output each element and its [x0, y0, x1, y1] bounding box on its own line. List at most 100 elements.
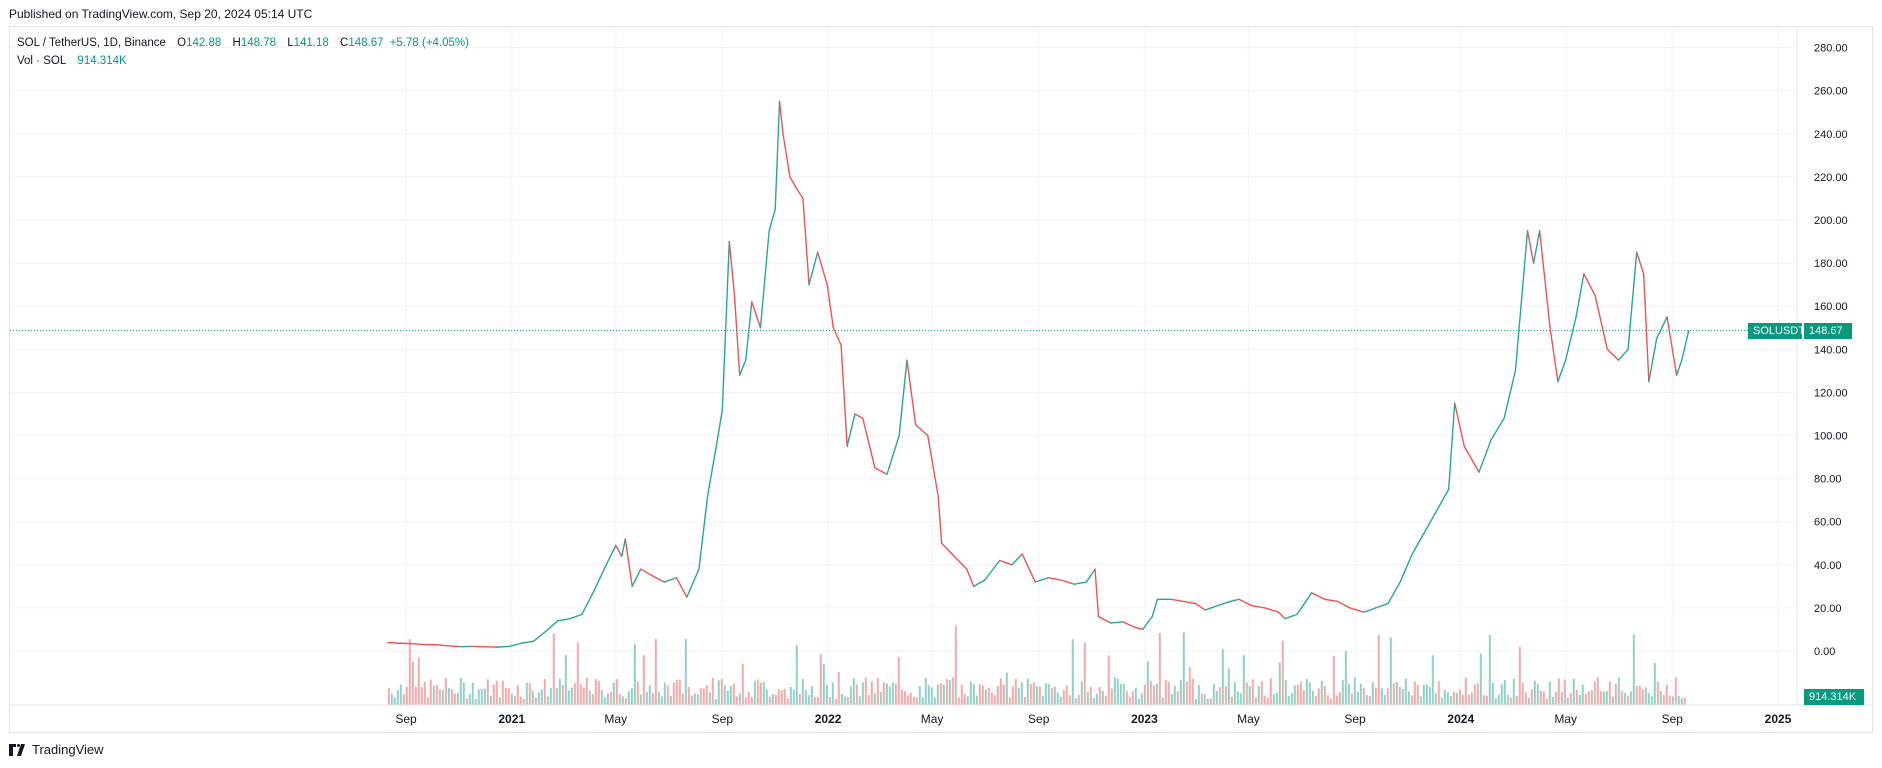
- volume-bar: [507, 688, 510, 705]
- volume-bar: [1458, 689, 1461, 705]
- price-segment: [1411, 531, 1426, 555]
- volume-bar: [1353, 677, 1356, 705]
- price-segment: [556, 617, 571, 622]
- volume-bar: [513, 695, 516, 705]
- y-tick-label: 20.00: [1814, 603, 1842, 615]
- volume-bar: [438, 689, 441, 705]
- volume-bar: [897, 657, 900, 705]
- y-tick-label: 200.00: [1814, 215, 1848, 227]
- price-segment: [898, 359, 908, 437]
- volume-bar: [528, 683, 531, 705]
- volume-bar: [1110, 688, 1113, 705]
- volume-bar: [1158, 633, 1161, 705]
- volume-bar: [1146, 661, 1149, 705]
- volume-bar: [843, 696, 846, 705]
- volume-bar: [1116, 678, 1119, 705]
- brand-name[interactable]: TradingView: [32, 742, 104, 757]
- price-segment: [721, 240, 730, 411]
- volume-bar: [1269, 678, 1272, 705]
- volume-bar: [810, 686, 813, 705]
- volume-bar: [1029, 684, 1032, 705]
- price-segment: [1324, 598, 1339, 603]
- volume-bar: [1515, 695, 1518, 705]
- volume-bar: [804, 689, 807, 705]
- volume-bar: [1137, 698, 1140, 705]
- time-axis[interactable]: Sep 2021 May Sep 2022 May Sep 2023 May Sep 2024 May…: [395, 712, 1791, 726]
- volume-bar: [1194, 698, 1197, 705]
- tradingview-logo-icon[interactable]: [9, 743, 27, 756]
- price-segment: [906, 359, 917, 426]
- volume-bar: [402, 693, 405, 705]
- volume-bar: [1263, 695, 1266, 705]
- volume-bar: [969, 681, 972, 705]
- volume-bar: [1557, 678, 1560, 705]
- volume-bar: [408, 639, 411, 705]
- price-segment: [1557, 359, 1567, 383]
- price-segment: [759, 230, 770, 329]
- volume-bar: [648, 685, 651, 705]
- price-axis[interactable]: 280.00 260.00 240.00 220.00 200.00 180.00 160.…: [10, 27, 1872, 706]
- volume-bar: [873, 693, 876, 705]
- volume-label[interactable]: Vol · SOL: [17, 55, 67, 67]
- volume-bar: [1041, 695, 1044, 705]
- volume-bar: [1563, 679, 1566, 705]
- volume-row: Vol · SOL 914.314K: [17, 52, 469, 70]
- price-segment: [1363, 607, 1377, 613]
- price-segment: [782, 133, 791, 178]
- volume-bar: [396, 689, 399, 705]
- price-segment: [1134, 626, 1144, 631]
- x-tick-label: 2024: [1447, 712, 1474, 726]
- volume-bar: [474, 698, 477, 705]
- volume-bar: [726, 690, 729, 705]
- volume-bar: [708, 692, 711, 705]
- volume-bar: [807, 695, 810, 705]
- chart-frame[interactable]: [9, 26, 1873, 733]
- volume-bar: [1662, 694, 1665, 705]
- volume-bar: [1551, 697, 1554, 705]
- volume-bar: [1083, 642, 1086, 705]
- volume-bar: [687, 687, 690, 705]
- price-segment: [1097, 615, 1112, 624]
- volume-bar: [822, 664, 825, 705]
- volume-bar: [1002, 684, 1005, 705]
- volume-bar: [1329, 698, 1332, 705]
- volume-bar: [1602, 691, 1605, 705]
- volume-bar: [762, 681, 765, 705]
- volume-bar: [1221, 648, 1224, 705]
- volume-bar: [564, 655, 567, 705]
- volume-bar: [1506, 695, 1509, 705]
- x-tick-label: Sep: [1028, 712, 1050, 726]
- volume-bar: [660, 696, 663, 705]
- price-segment: [1564, 316, 1577, 361]
- price-segment: [1311, 592, 1326, 600]
- ohlc-row: SOL / TetherUS, 1D, Binance O142.88 H148…: [17, 34, 469, 52]
- price-segment: [1399, 553, 1413, 583]
- volume-bar: [1230, 696, 1233, 705]
- volume-bar: [1008, 697, 1011, 705]
- volume-bar: [756, 679, 759, 705]
- volume-bar: [393, 697, 396, 705]
- volume-bar: [1104, 695, 1107, 705]
- price-series: [387, 100, 1690, 648]
- symbol-label[interactable]: SOL / TetherUS, 1D, Binance: [17, 37, 166, 49]
- volume-bar: [1482, 694, 1485, 705]
- volume-bar: [1548, 681, 1551, 705]
- price-segment: [795, 186, 804, 200]
- volume-bar: [447, 688, 450, 705]
- volume-bar: [1683, 697, 1686, 705]
- price-segment: [768, 208, 776, 232]
- price-segment: [698, 495, 709, 570]
- volume-bar: [492, 684, 495, 705]
- volume-bar: [723, 685, 726, 705]
- price-segment: [966, 568, 975, 588]
- volume-bar: [933, 697, 936, 705]
- volume-bar: [693, 693, 696, 705]
- volume-bar: [1293, 685, 1296, 705]
- volume-bar: [930, 687, 933, 705]
- volume-bar: [1209, 698, 1212, 705]
- y-tick-label: 240.00: [1814, 129, 1848, 141]
- volume-bar: [1542, 691, 1545, 705]
- volume-bar: [1080, 681, 1083, 705]
- volume-bar: [1032, 682, 1035, 705]
